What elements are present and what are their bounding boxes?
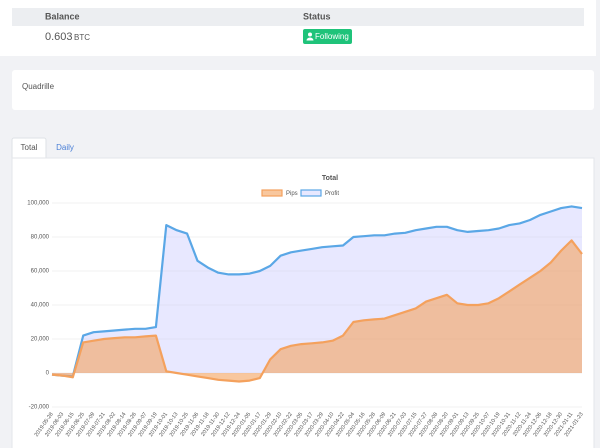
y-tick-label: 0 <box>46 371 50 377</box>
user-icon-body <box>306 37 314 41</box>
tab-total[interactable]: Total <box>11 137 47 158</box>
y-tick-label: 100,000 <box>27 201 49 207</box>
strategy-name: Quadrille <box>22 82 55 91</box>
chart-title: Total <box>322 175 338 182</box>
y-tick-label: 20,000 <box>31 337 50 343</box>
line <box>51 239 583 383</box>
legend-label: Pips <box>286 191 298 197</box>
badge-bg <box>303 29 352 44</box>
tab-label: Total <box>21 143 38 152</box>
tab-daily[interactable]: Daily <box>56 143 74 152</box>
user-icon <box>308 32 312 37</box>
balance-header: Balance <box>45 11 80 21</box>
y-tick-label: 80,000 <box>31 235 50 241</box>
balance-unit: BTC <box>74 33 90 42</box>
y-tick-label: 60,000 <box>31 269 50 275</box>
balance-value: 0.603 <box>45 31 73 43</box>
y-tick-label: 40,000 <box>31 303 50 309</box>
legend-swatch <box>261 189 283 197</box>
tab-border <box>11 137 47 158</box>
line <box>51 205 583 378</box>
status-text: Following <box>315 32 349 41</box>
y-tick-label: -20,000 <box>29 405 50 411</box>
strategy-card <box>12 70 594 110</box>
tab-label: Daily <box>56 143 74 152</box>
status-header: Status <box>303 11 331 21</box>
table-header <box>12 8 584 26</box>
legend-swatch <box>300 189 322 197</box>
legend-label: Profit <box>325 191 339 197</box>
status-badge[interactable]: Following <box>303 29 352 44</box>
area <box>52 240 582 382</box>
